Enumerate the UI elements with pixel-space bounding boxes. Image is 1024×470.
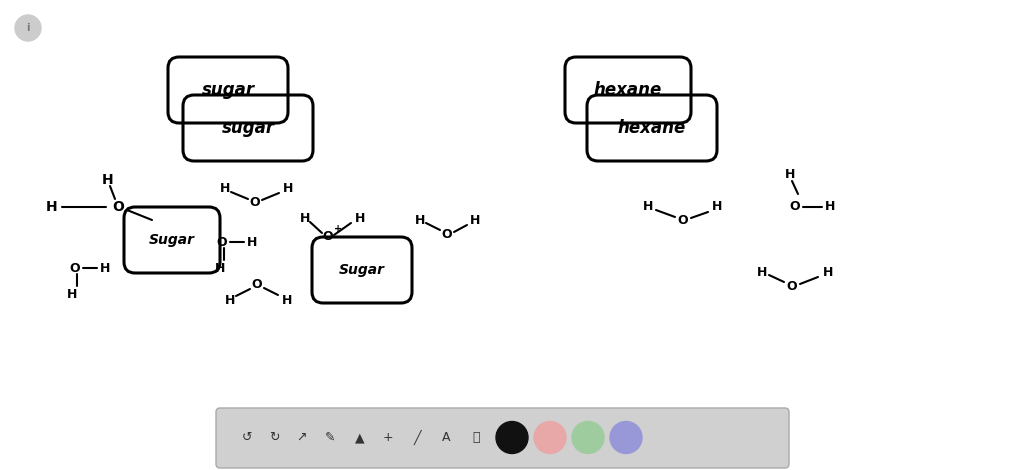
Text: H: H [220, 181, 230, 195]
Text: O: O [70, 261, 80, 274]
Text: sugar: sugar [202, 81, 255, 99]
Text: O: O [112, 200, 124, 214]
Text: A: A [441, 431, 451, 444]
Text: H: H [283, 181, 293, 195]
Text: H: H [784, 169, 796, 181]
Text: hexane: hexane [594, 81, 663, 99]
Text: Sugar: Sugar [339, 263, 385, 277]
Circle shape [534, 422, 566, 454]
Text: H: H [824, 201, 836, 213]
Text: O: O [790, 201, 801, 213]
Text: i: i [27, 23, 30, 33]
Text: H: H [470, 213, 480, 227]
Text: H: H [643, 201, 653, 213]
Text: +: + [383, 431, 393, 444]
Text: H: H [712, 201, 722, 213]
Circle shape [496, 422, 528, 454]
Text: H: H [757, 266, 767, 279]
Text: O: O [250, 196, 260, 209]
Text: Sugar: Sugar [150, 233, 195, 247]
Text: H: H [99, 261, 111, 274]
Text: O: O [217, 235, 227, 249]
Text: H: H [415, 213, 425, 227]
Text: ↻: ↻ [268, 431, 280, 444]
Text: H: H [354, 212, 366, 225]
Text: H: H [67, 288, 77, 300]
Text: H: H [300, 212, 310, 225]
Text: +: + [334, 224, 342, 234]
Circle shape [610, 422, 642, 454]
Text: sugar: sugar [221, 119, 274, 137]
Text: O: O [252, 279, 262, 291]
Text: H: H [282, 293, 292, 306]
Circle shape [15, 15, 41, 41]
Text: H: H [225, 293, 236, 306]
Text: ▲: ▲ [355, 431, 365, 444]
Text: H: H [247, 235, 257, 249]
FancyBboxPatch shape [216, 408, 790, 468]
Text: H: H [215, 261, 225, 274]
Text: O: O [323, 230, 334, 243]
Text: hexane: hexane [617, 119, 686, 137]
Text: ✎: ✎ [325, 431, 335, 444]
Text: O: O [441, 227, 453, 241]
Text: H: H [823, 266, 834, 279]
Circle shape [572, 422, 604, 454]
Text: ⬜: ⬜ [472, 431, 480, 444]
Text: O: O [786, 281, 798, 293]
Text: ╱: ╱ [414, 430, 421, 445]
Text: O: O [678, 213, 688, 227]
Text: H: H [102, 173, 114, 187]
Text: ↺: ↺ [242, 431, 252, 444]
Text: H: H [46, 200, 57, 214]
Text: ↗: ↗ [296, 431, 306, 444]
